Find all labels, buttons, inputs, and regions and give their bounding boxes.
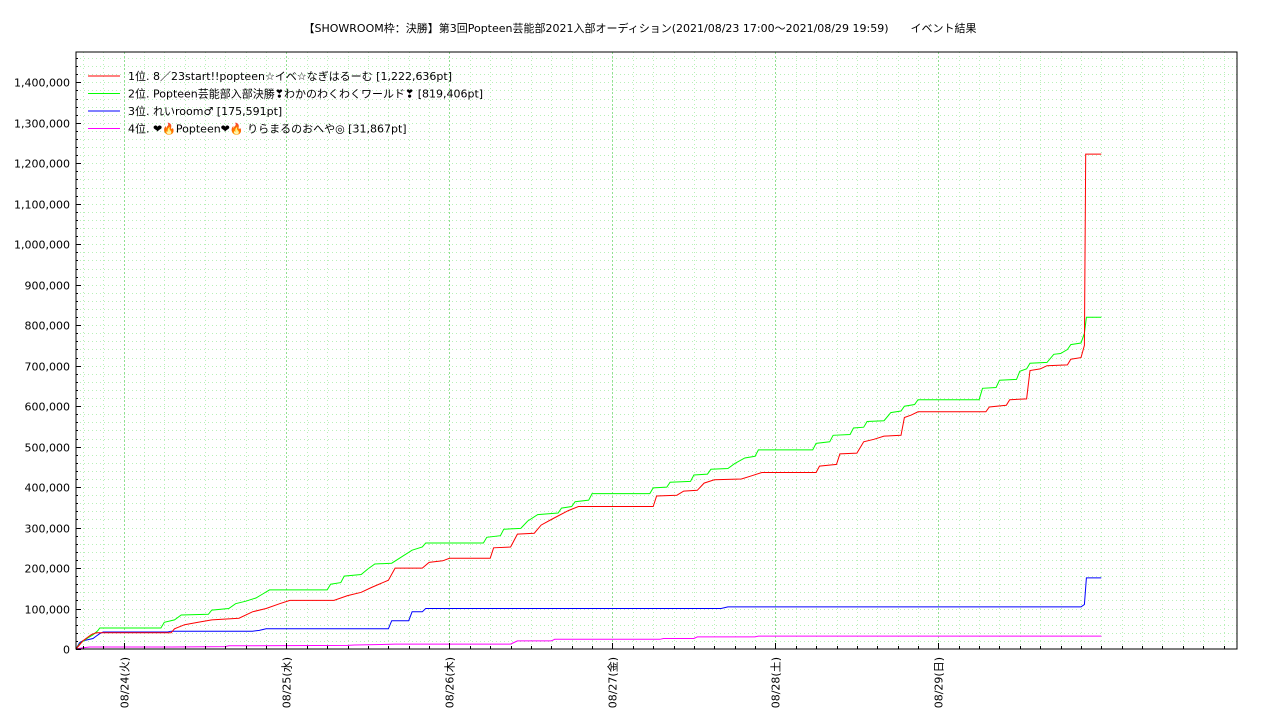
series-layer: [75, 153, 1102, 650]
legend-label: 3位. れいroom♂ [175,591pt]: [128, 104, 282, 118]
y-tick-label: 100,000: [25, 604, 71, 617]
x-tick-label: 08/24(火): [119, 657, 132, 708]
series-line: [75, 577, 1102, 650]
y-tick-label: 600,000: [25, 401, 71, 414]
legend-label: 1位. 8／23start!!popteen☆イベ☆なぎはるーむ [1,222,…: [128, 69, 452, 83]
y-tick-label: 200,000: [25, 563, 71, 576]
y-tick-label: 1,200,000: [14, 158, 70, 171]
x-tick-label: 08/27(金): [606, 657, 620, 708]
x-tick-label: 08/29(日): [933, 657, 946, 708]
legend: 1位. 8／23start!!popteen☆イベ☆なぎはるーむ [1,222,…: [88, 69, 483, 136]
y-tick-label: 1,000,000: [14, 239, 70, 252]
series-line: [75, 316, 1102, 650]
grid-layer: [76, 52, 1237, 649]
x-tick-label: 08/26(木): [444, 657, 457, 708]
x-tick-label: 08/28(土): [770, 657, 783, 708]
y-tick-label: 1,300,000: [14, 118, 70, 131]
y-tick-label: 1,400,000: [14, 77, 70, 90]
y-tick-label: 700,000: [25, 361, 71, 374]
y-tick-label: 500,000: [25, 442, 71, 455]
chart-title: 【SHOWROOM枠：決勝】第3回Popteen芸能部2021入部オーディション…: [303, 22, 977, 35]
legend-label: 2位. Popteen芸能部入部決勝❣わかのわくわくワールド❣ [819,406…: [128, 87, 483, 101]
x-tick-label: 08/25(水): [281, 657, 294, 708]
y-tick-label: 900,000: [25, 280, 71, 293]
legend-label: 4位. ❤🔥Popteen❤🔥 りらまるのおへや◎ [31,867pt]: [128, 122, 407, 136]
y-tick-label: 1,100,000: [14, 199, 70, 212]
series-line: [75, 635, 1102, 650]
y-tick-label: 300,000: [25, 523, 71, 536]
y-tick-label: 800,000: [25, 320, 71, 333]
y-tick-label: 400,000: [25, 482, 71, 495]
y-tick-label: 0: [63, 644, 70, 657]
series-line: [75, 153, 1102, 650]
plot-frame: [75, 51, 1238, 650]
axis-layer: 0 100,000 200,000 300,000 400,000 500,000 600,…: [14, 58, 1225, 708]
